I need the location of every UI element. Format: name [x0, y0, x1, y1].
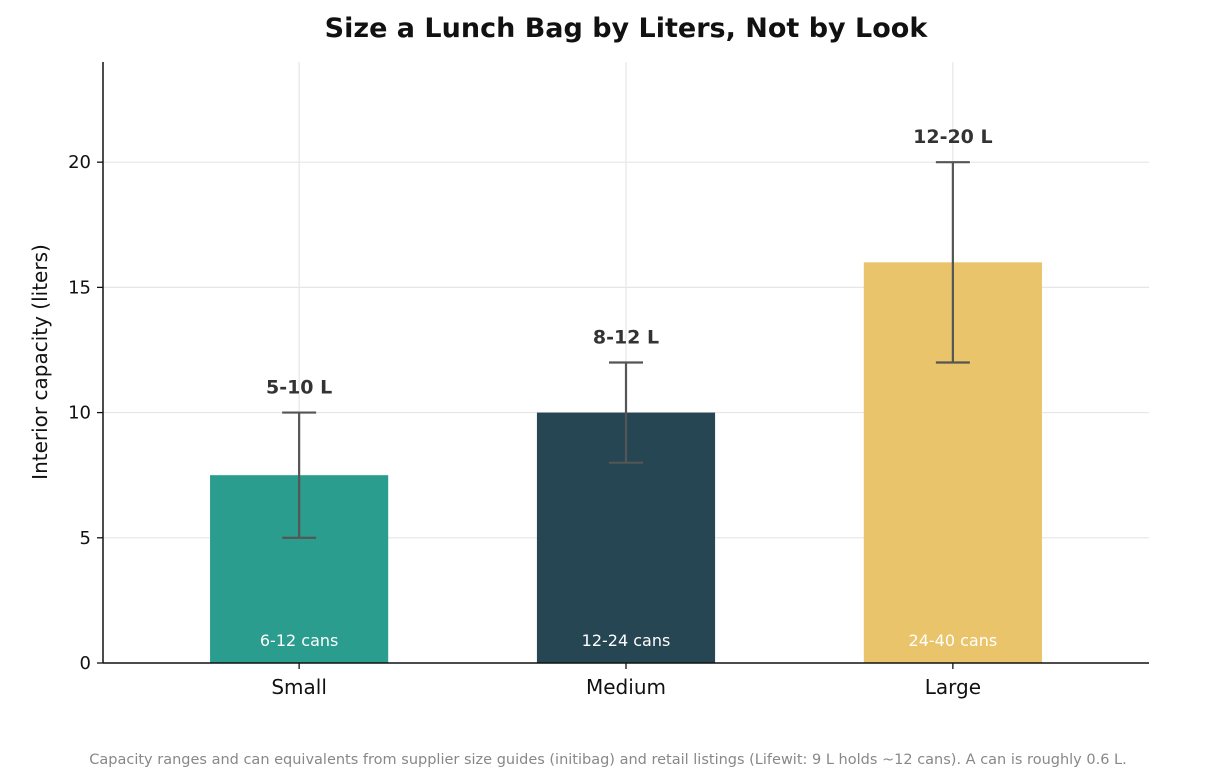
axes: Small Medium Large 0 5 10 15 20	[68, 62, 1149, 699]
range-label: 5-10 L	[266, 377, 332, 399]
x-tick-label: Small	[271, 675, 327, 699]
y-tick-label: 0	[80, 653, 91, 674]
x-tick-label: Medium	[586, 675, 666, 699]
x-tick-label: Large	[925, 675, 981, 699]
range-label: 12-20 L	[913, 126, 993, 148]
data-labels: 5-10 L 6-12 cans 8-12 L 12-24 cans 12-20 L 24…	[260, 126, 997, 650]
error-bars	[282, 161, 970, 539]
y-tick-label: 5	[80, 528, 91, 549]
y-tick-label: 10	[68, 403, 91, 424]
footnote: Capacity ranges and can equivalents from…	[89, 752, 1126, 768]
cans-label: 6-12 cans	[260, 631, 338, 650]
y-tick-label: 15	[68, 277, 91, 298]
chart-title: Size a Lunch Bag by Liters, Not by Look	[325, 13, 929, 44]
cans-label: 12-24 cans	[582, 631, 671, 650]
cans-label: 24-40 cans	[909, 631, 998, 650]
y-axis-label: Interior capacity (liters)	[28, 244, 52, 480]
y-tick-label: 20	[68, 152, 91, 173]
range-label: 8-12 L	[593, 327, 659, 349]
